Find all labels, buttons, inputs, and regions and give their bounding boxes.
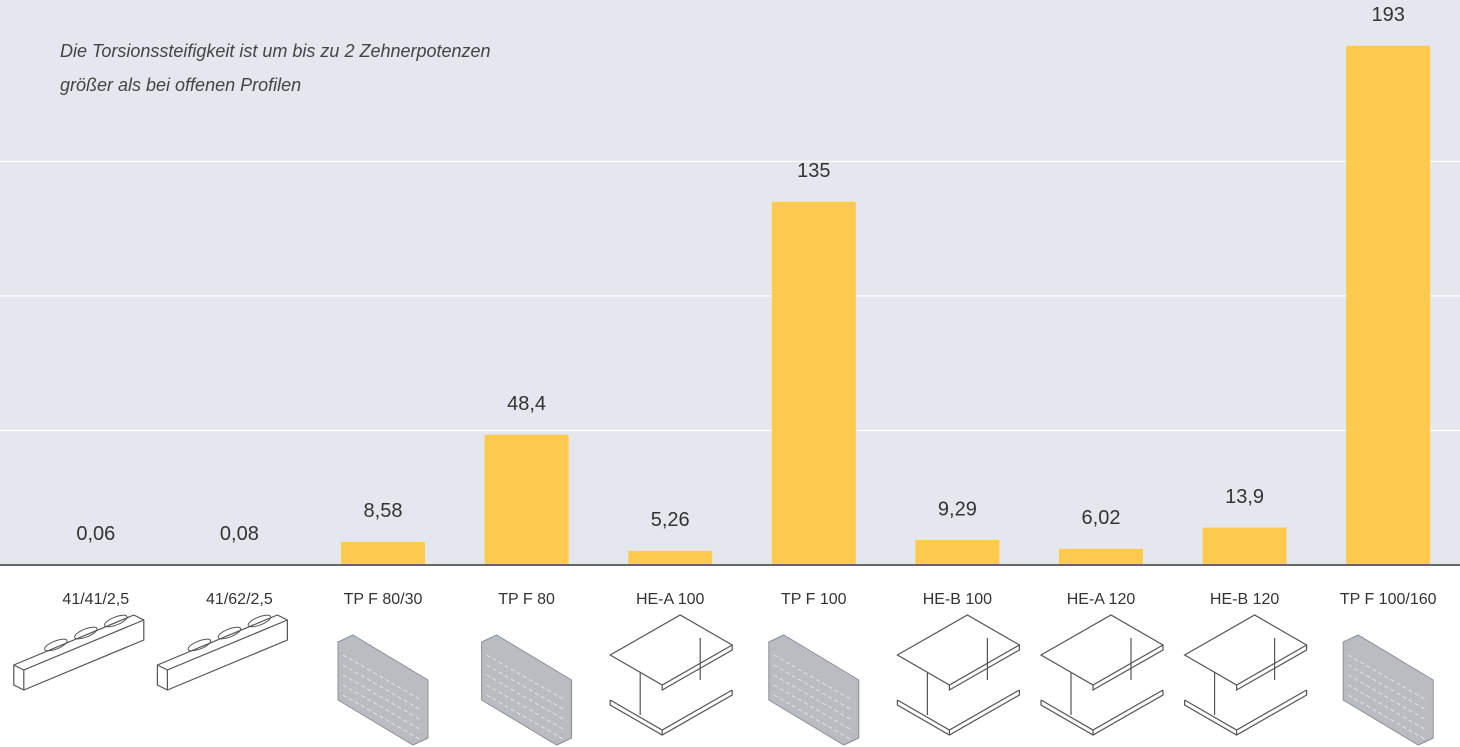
profile-texture [1347,694,1427,741]
beam-outline [1039,614,1165,736]
value-label: 0,08 [220,523,259,545]
profile-texture [773,664,853,711]
x-tick-label: TP F 80 [498,591,555,608]
x-tick-label: HE-B 120 [1210,591,1279,608]
profile-texture [1347,674,1427,721]
x-tick-label: HE-A 120 [1067,591,1136,608]
profile-texture [486,664,565,711]
beam-outline [608,614,734,736]
profile-texture [486,654,565,701]
bar [341,541,425,565]
value-label: 135 [797,160,830,182]
value-label: 6,02 [1082,507,1121,529]
bar [628,550,713,565]
profile-mesh [337,634,429,746]
value-label: 8,58 [364,500,403,522]
x-tick-label: TP F 100 [781,591,847,608]
channel-slot [74,626,98,640]
value-label: 193 [1372,4,1405,26]
profile-texture [1347,654,1427,701]
profile-texture [773,684,853,731]
bar [1202,527,1287,565]
beam-outline [896,614,1021,736]
plot-background [0,0,1460,565]
channel-slot [187,638,212,652]
annotation: Die Torsionssteifigkeit ist um bis zu 2 … [60,41,491,61]
value-label: 0,06 [76,523,115,545]
beam-outline [1183,614,1308,736]
channel-outline [13,614,145,691]
value-label: 48,4 [507,393,546,415]
bar [1059,548,1143,565]
profile-texture [342,664,422,711]
profile-mesh [481,634,573,746]
profile-texture [342,684,422,731]
profile-texture [773,694,853,741]
channel-slot [247,614,272,628]
value-label: 5,26 [651,509,690,531]
product-image [1183,614,1308,736]
profile-texture [773,654,853,701]
x-tick-label: HE-B 100 [923,591,992,608]
annotation: größer als bei offenen Profilen [60,75,301,95]
profile-texture [1347,684,1427,731]
x-tick-label: 41/41/2,5 [62,591,129,608]
bar [484,434,569,565]
profile-mesh [1342,634,1434,746]
x-tick-label: 41/62/2,5 [206,591,273,608]
profile-texture [342,654,422,701]
channel-slot [104,614,128,628]
product-image [1039,614,1165,736]
value-label: 13,9 [1225,486,1264,508]
product-image [337,634,429,746]
product-image [608,614,734,736]
product-image [156,614,288,691]
profile-texture [342,674,422,721]
product-image [768,634,860,746]
product-image [1342,634,1434,746]
profile-texture [486,684,565,731]
profile-texture [773,674,853,721]
channel-outline [156,614,288,691]
product-image [13,614,145,691]
profile-texture [486,674,565,721]
x-tick-label: HE-A 100 [636,591,705,608]
profile-texture [1347,664,1427,711]
bar [771,201,856,566]
channel-slot [44,638,68,652]
profile-mesh [768,634,860,746]
x-tick-label: TP F 100/160 [1340,591,1437,608]
profile-texture [342,694,422,741]
profile-texture [486,694,565,741]
bar [915,540,1000,565]
value-label: 9,29 [938,498,977,520]
product-image [481,634,573,746]
bar [1346,45,1431,565]
x-tick-label: TP F 80/30 [344,591,423,608]
product-image [896,614,1021,736]
channel-slot [217,626,242,640]
